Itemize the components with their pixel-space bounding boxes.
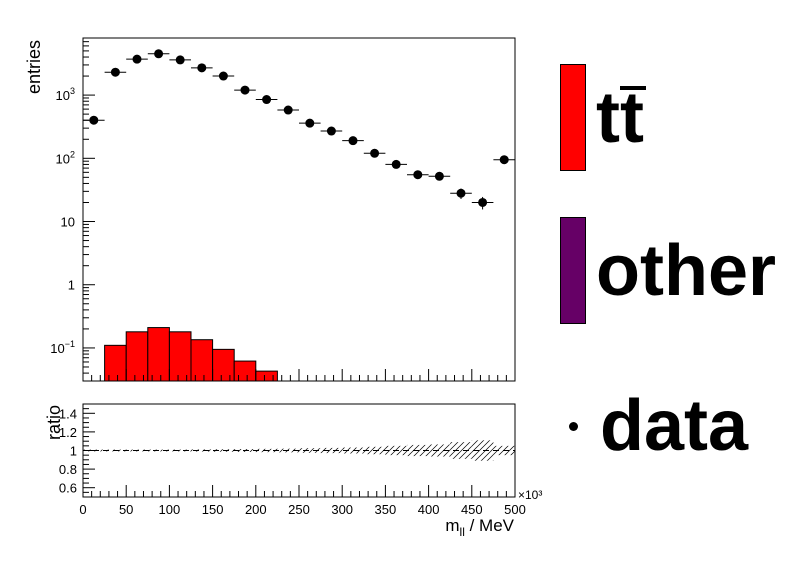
data-point <box>197 63 207 73</box>
data-point <box>478 197 488 207</box>
ratio-y-axis-label: ratio <box>44 405 64 440</box>
main-y-tick-label-base: 10 <box>56 88 70 103</box>
main-y-tick-label: 10−1 <box>50 339 75 356</box>
data-point <box>283 105 293 115</box>
data-point <box>456 188 466 198</box>
data-point <box>499 155 509 165</box>
ttbar-bin <box>125 331 149 382</box>
x-tick-label: 250 <box>288 502 310 517</box>
data-point <box>434 171 444 181</box>
ttbar-bin <box>104 344 127 382</box>
legend-marker-data <box>569 421 578 431</box>
x-axis-label-main: m <box>445 516 459 535</box>
legend-label-data: data <box>600 386 749 466</box>
ttbar-bin <box>233 360 257 382</box>
ratio-uncertainty-band <box>471 440 494 461</box>
ratio-uncertainty-band <box>169 449 191 452</box>
data-point <box>305 118 315 128</box>
data-point <box>262 95 272 105</box>
data-point <box>348 136 358 146</box>
ratio-uncertainty-band <box>299 448 321 453</box>
ttbar-bin <box>168 331 192 382</box>
x-axis-label: mll / MeV <box>445 516 514 539</box>
ratio-uncertainty-band <box>428 444 451 457</box>
data-point <box>413 170 423 180</box>
data-point <box>89 115 99 125</box>
data-point <box>132 54 142 64</box>
ratio-uncertainty-band <box>320 447 343 454</box>
main-y-tick-label-base: 10 <box>56 151 70 166</box>
main-y-axis-label: entries <box>24 40 44 94</box>
ratio-y-tick-label: 1 <box>70 444 77 459</box>
legend-label-other: other <box>596 230 776 311</box>
ratio-y-tick-label: 0.8 <box>59 462 77 477</box>
legend-label-ttbar: tt <box>596 82 646 154</box>
x-axis-label-unit: / MeV <box>465 516 515 535</box>
ratio-y-tick-label: 0.6 <box>59 481 77 496</box>
x-tick-label: 100 <box>159 502 181 517</box>
data-point <box>326 126 336 136</box>
main-y-tick-label-exponent: −1 <box>65 339 75 349</box>
ratio-y-tick-label: 1.4 <box>59 406 77 421</box>
legend-swatch-ttbar <box>560 64 586 171</box>
x-tick-label: 150 <box>202 502 224 517</box>
data-point <box>370 148 380 158</box>
main-y-tick-label-exponent: 3 <box>70 86 75 96</box>
legend-entry-ttbar: tt <box>560 64 646 171</box>
ratio-y-tick-label: 1.2 <box>59 425 77 440</box>
legend-label-ttbar-overline <box>620 85 646 90</box>
x-axis-multiplier: ×10³ <box>518 488 542 502</box>
x-tick-label: 200 <box>245 502 267 517</box>
data-point <box>391 159 401 169</box>
ratio-uncertainty-band <box>450 442 472 459</box>
x-tick-label: 300 <box>331 502 353 517</box>
x-tick-label: 50 <box>119 502 133 517</box>
main-y-tick-label: 103 <box>56 86 75 103</box>
main-y-tick-label: 1 <box>68 278 75 293</box>
legend-swatch-other <box>560 217 586 324</box>
x-tick-label: 400 <box>418 502 440 517</box>
ttbar-bin <box>212 348 235 382</box>
data-point <box>175 55 185 65</box>
main-y-tick-label: 10 <box>61 215 75 230</box>
ttbar-bin <box>190 339 214 382</box>
main-y-tick-label-exponent: 2 <box>70 149 75 159</box>
x-axis-label-sub: ll <box>460 525 465 539</box>
data-point <box>154 49 164 59</box>
legend-label-ttbar-text: tt <box>596 77 644 158</box>
main-y-tick-label-base: 10 <box>50 341 64 356</box>
x-tick-label: 500 <box>504 502 526 517</box>
legend-entry-other: other <box>560 217 776 324</box>
ttbar-bin <box>147 327 170 382</box>
ttbar-bin <box>255 370 278 382</box>
data-point <box>110 67 120 77</box>
legend-entry-data: data <box>560 390 748 462</box>
x-tick-label: 350 <box>375 502 397 517</box>
main-y-tick-label: 102 <box>56 149 75 166</box>
data-point <box>240 85 250 95</box>
data-point <box>218 71 228 81</box>
x-tick-label: 0 <box>79 502 86 517</box>
ratio-uncertainty-band <box>191 449 213 452</box>
x-tick-label: 450 <box>461 502 483 517</box>
ratio-plot: 0.6 0.8 1 1.2 1.4 0 50 100 150 200 250 300 350 400 450… <box>59 403 526 517</box>
